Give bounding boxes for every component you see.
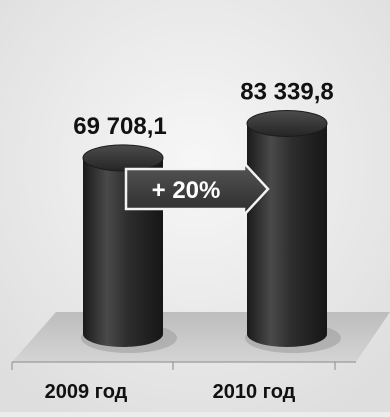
growth-annotation: + 20%	[152, 177, 221, 204]
bar-top	[246, 109, 328, 137]
value-label-1: 69 708,1	[73, 113, 166, 140]
bar-2	[245, 109, 341, 353]
category-label-2: 2010 год	[213, 381, 296, 403]
bar-body	[247, 123, 327, 348]
growth-arrow: + 20%	[124, 159, 270, 219]
value-label-2: 83 339,8	[240, 78, 333, 105]
category-label-1: 2009 год	[45, 381, 128, 403]
arrow-shape	[124, 159, 270, 219]
bar-top	[82, 144, 164, 172]
labels-group: 69 708,1 2009 год 83 339,8 2010 год	[45, 78, 334, 403]
